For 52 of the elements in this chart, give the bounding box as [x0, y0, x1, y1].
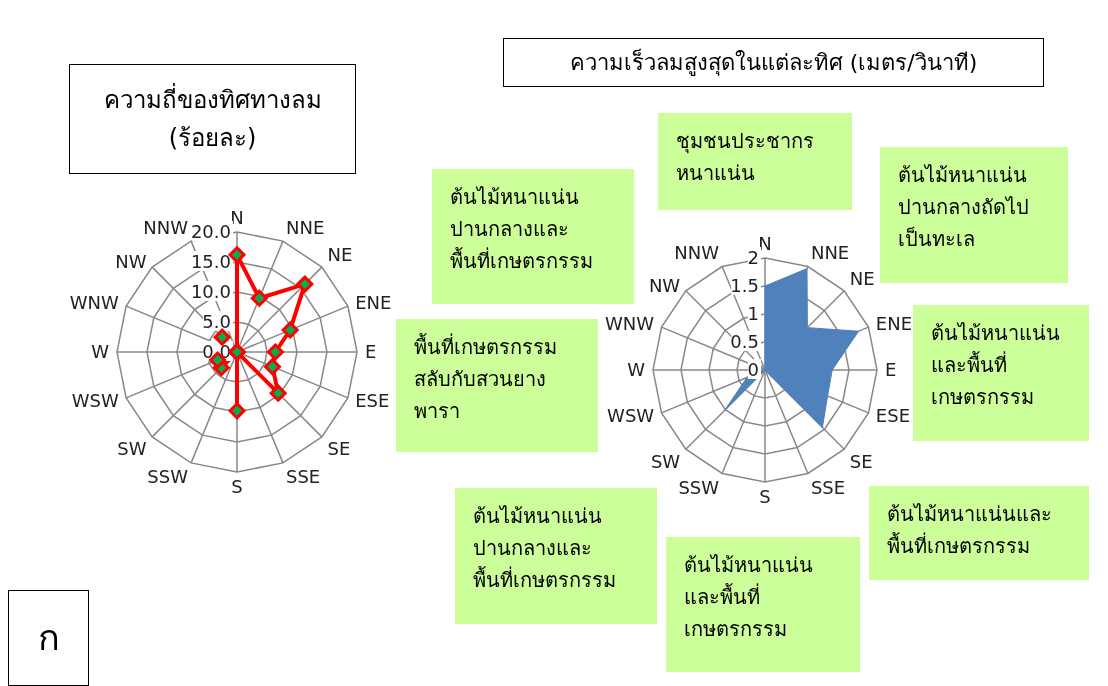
- text: ต้นไม้หนาแน่นและ พื้นที่เกษตรกรรม: [869, 486, 1089, 580]
- spoke-label: ENE: [355, 292, 392, 314]
- spoke-label: NNW: [674, 242, 720, 264]
- spoke-label: S: [231, 475, 243, 497]
- spoke-label: WSW: [607, 405, 655, 427]
- spoke-label: NNE: [810, 242, 850, 264]
- spoke-label: E: [365, 341, 377, 363]
- spoke-label: NNE: [285, 216, 325, 238]
- spoke-label: NE: [327, 244, 353, 266]
- spoke-label: N: [230, 207, 244, 228]
- y-tick-label: 2: [747, 247, 759, 268]
- spoke-label: NW: [115, 250, 147, 272]
- spoke-label: SW: [117, 438, 147, 460]
- spoke-label: S: [759, 485, 771, 507]
- spoke-label: W: [627, 359, 646, 381]
- text: ต้นไม้หนาแน่น ปานกลางถัดไป เป็นทะเล: [880, 147, 1068, 283]
- spoke-label: N: [758, 233, 772, 254]
- spoke-label: SSW: [678, 476, 720, 498]
- spoke-label: NW: [648, 274, 681, 296]
- y-tick-label: 0.5: [730, 331, 759, 352]
- spoke-label: SSE: [810, 476, 846, 498]
- chart-title: ความเร็วลมสูงสุดในแต่ละทิศ (เมตร/วินาที): [503, 38, 1044, 87]
- spoke-label: WNW: [605, 313, 655, 335]
- spoke-label: WNW: [69, 292, 119, 314]
- text: ต้นไม้หนาแน่น ปานกลางและ พื้นที่เกษตรกรรม: [455, 488, 657, 624]
- spoke-label: SW: [650, 450, 681, 472]
- text: ก: [8, 590, 89, 686]
- spoke-label: WSW: [71, 390, 119, 412]
- text: ต้นไม้หนาแน่น และพื้นที่ เกษตรกรรม: [913, 305, 1089, 441]
- spoke-label: NNW: [143, 216, 189, 238]
- spoke-label: SE: [327, 438, 351, 460]
- spoke-label: ESE: [875, 405, 911, 427]
- y-tick-label: 1: [747, 303, 759, 324]
- y-tick-label: 10.0: [190, 281, 231, 302]
- text: ต้นไม้หนาแน่น และพื้นที่ เกษตรกรรม: [666, 537, 860, 672]
- y-tick-label: 5.0: [202, 311, 231, 332]
- y-tick-label: 1.5: [730, 275, 759, 296]
- text: ต้นไม้หนาแน่น ปานกลางและ พื้นที่เกษตรกรรม: [432, 169, 634, 304]
- spoke-label: NE: [849, 268, 875, 290]
- y-tick-label: 20.0: [190, 221, 231, 242]
- chart-title: ความถี่ของทิศทางลม (ร้อยละ): [69, 64, 356, 174]
- spoke-label: SSE: [285, 466, 321, 488]
- spoke-label: SE: [849, 450, 873, 472]
- y-tick-label: 15.0: [190, 251, 231, 272]
- y-tick-label: 0: [747, 359, 759, 380]
- spoke-label: W: [91, 341, 110, 363]
- spoke-label: ESE: [355, 390, 390, 412]
- spoke-label: ENE: [875, 313, 913, 335]
- text: พื้นที่เกษตรกรรม สลับกับสวนยาง พารา: [396, 319, 598, 452]
- spoke-label: SSW: [147, 466, 189, 488]
- spoke-label: E: [885, 359, 897, 381]
- text: ชุมชนประชากร หนาแน่น: [658, 113, 852, 210]
